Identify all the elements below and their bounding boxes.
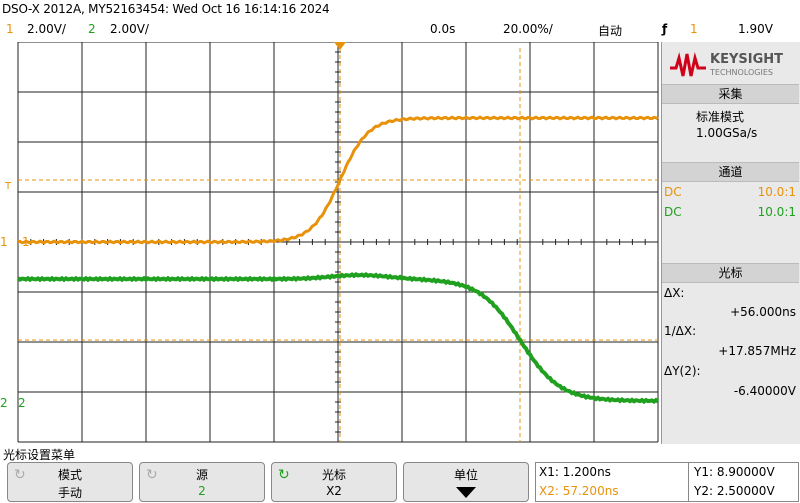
knob-icon: ↻	[146, 467, 158, 483]
ch2-scale: 2.00V/	[110, 22, 149, 36]
delta-y-label: ΔY(2):	[664, 364, 701, 378]
ch1-number: 1	[6, 22, 14, 36]
source-softkey[interactable]: ↻ 源 2	[139, 462, 265, 502]
keysight-logo: KEYSIGHT TECHNOLOGIES	[668, 48, 794, 84]
window-title: DSO-X 2012A, MY52163454: Wed Oct 16 16:1…	[2, 2, 330, 16]
x2-readout: X2: 57.200ns	[539, 484, 619, 498]
keysight-wave-icon	[670, 52, 706, 77]
trigger-mode: 自动	[598, 24, 623, 38]
knob-icon: ↻	[278, 467, 290, 483]
mode-softkey[interactable]: ↻ 模式 手动	[7, 462, 133, 502]
ch2-probe: 10.0:1	[757, 205, 796, 219]
delta-x-value: +56.000ns	[730, 305, 796, 319]
ch2-coupling: DC	[664, 205, 682, 219]
trigger-level-marker: T	[4, 181, 12, 192]
side-panel: KEYSIGHT TECHNOLOGIES 采集 标准模式 1.00GSa/s …	[661, 42, 800, 444]
sample-rate: 1.00GSa/s	[696, 126, 758, 140]
ch2-number: 2	[88, 22, 96, 36]
inverse-delta-x-label: 1/ΔX:	[664, 324, 697, 338]
down-arrow-icon	[456, 487, 476, 498]
cursors-header: 光标	[662, 263, 799, 283]
ch2-waveform	[16, 271, 660, 405]
units-softkey[interactable]: 单位	[403, 462, 529, 502]
channels-header: 通道	[662, 162, 799, 182]
acquire-header: 采集	[662, 84, 799, 104]
rising-edge-icon: ƒ	[662, 22, 668, 36]
readout-divider	[688, 463, 689, 501]
delta-x-label: ΔX:	[664, 286, 685, 300]
ch1-probe: 10.0:1	[757, 185, 796, 199]
acquire-mode: 标准模式	[696, 110, 745, 124]
trigger-position-marker	[334, 42, 346, 50]
delta-y-value: -6.40000V	[733, 384, 796, 398]
graticule	[17, 42, 659, 443]
knob-icon: ↻	[14, 467, 26, 483]
y2-readout: Y2: 2.50000V	[694, 484, 775, 498]
ch1-scale: 2.00V/	[27, 22, 66, 36]
time-delay: 0.0s	[430, 22, 456, 36]
waveform-display[interactable]: T 1 1 2 2	[0, 42, 660, 444]
ch1-coupling: DC	[664, 185, 682, 199]
inverse-delta-x-value: +17.857MHz	[718, 344, 796, 358]
ch1-ground-marker[interactable]: 1	[0, 235, 8, 249]
trigger-level: 1.90V	[738, 22, 773, 36]
softkey-menu-title: 光标设置菜单	[3, 448, 76, 462]
y1-readout: Y1: 8.90000V	[694, 465, 775, 479]
x1-readout: X1: 1.200ns	[539, 465, 611, 479]
ch2-level-label: 2	[18, 396, 26, 410]
status-bar: 1 2.00V/ 2 2.00V/ 0.0s 20.00%/ 自动 ƒ 1 1.…	[0, 22, 800, 40]
cursor-readout: X1: 1.200ns X2: 57.200ns Y1: 8.90000V Y2…	[535, 462, 799, 502]
ch2-ground-marker[interactable]: 2	[0, 396, 8, 410]
time-scale: 20.00%/	[503, 22, 553, 36]
ch1-level-label: 1	[22, 235, 30, 249]
cursors-softkey[interactable]: ↻ 光标 X2	[271, 462, 397, 502]
trigger-channel: 1	[690, 22, 698, 36]
ch1-waveform	[17, 115, 659, 245]
